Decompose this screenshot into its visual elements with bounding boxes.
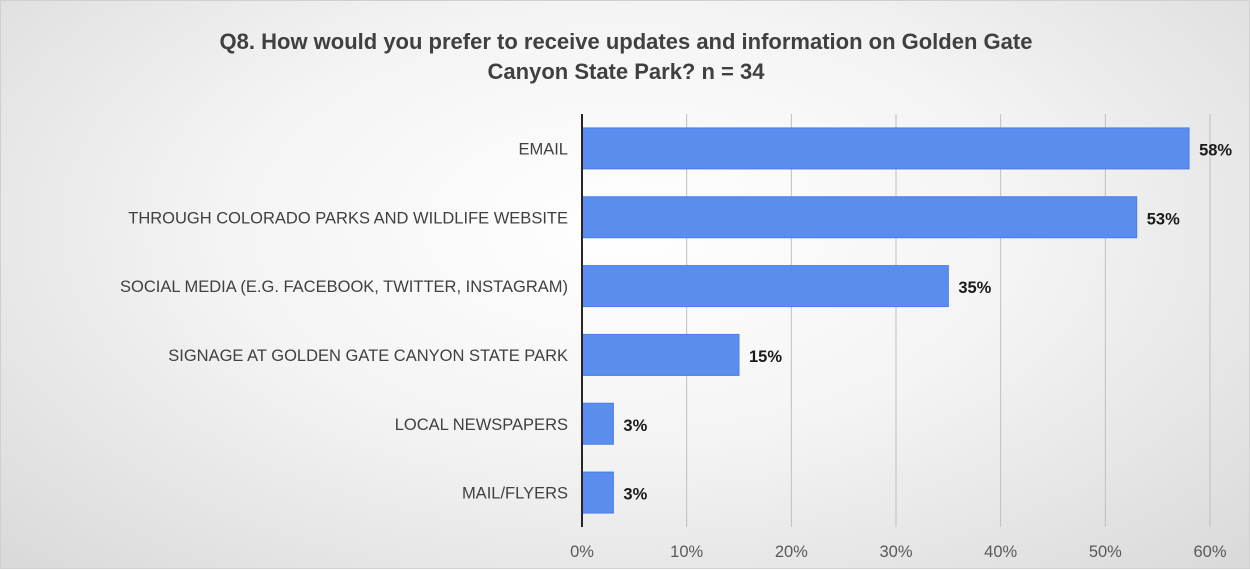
bar — [581, 127, 1190, 170]
category-label: SIGNAGE AT GOLDEN GATE CANYON STATE PARK — [168, 347, 568, 365]
x-tick-label: 50% — [1089, 543, 1122, 561]
data-label: 35% — [958, 279, 991, 297]
category-label: THROUGH COLORADO PARKS AND WILDLIFE WEBS… — [128, 209, 568, 227]
data-label: 58% — [1199, 141, 1232, 159]
bar — [581, 196, 1138, 239]
x-tick-label: 0% — [570, 543, 594, 561]
data-label: 15% — [749, 348, 782, 366]
category-label: LOCAL NEWSPAPERS — [395, 416, 568, 434]
x-tick-label: 40% — [984, 543, 1017, 561]
data-label: 3% — [623, 417, 647, 435]
bar — [581, 265, 949, 308]
bar — [581, 402, 614, 445]
chart-title: Q8. How would you prefer to receive upda… — [1, 27, 1250, 87]
x-tick-label: 60% — [1193, 543, 1226, 561]
category-label: MAIL/FLYERS — [462, 485, 568, 503]
bar — [581, 333, 740, 376]
bar — [581, 471, 614, 514]
x-tick-label: 10% — [670, 543, 703, 561]
data-label: 53% — [1147, 210, 1180, 228]
x-tick-label: 30% — [879, 543, 912, 561]
x-tick-label: 20% — [775, 543, 808, 561]
chart-title-line-1: Q8. How would you prefer to receive upda… — [219, 29, 1033, 54]
data-label: 3% — [623, 486, 647, 504]
chart-title-line-2: Canyon State Park? n = 34 — [487, 59, 765, 84]
category-label: EMAIL — [518, 140, 568, 158]
category-label: SOCIAL MEDIA (E.G. FACEBOOK, TWITTER, IN… — [120, 278, 568, 296]
